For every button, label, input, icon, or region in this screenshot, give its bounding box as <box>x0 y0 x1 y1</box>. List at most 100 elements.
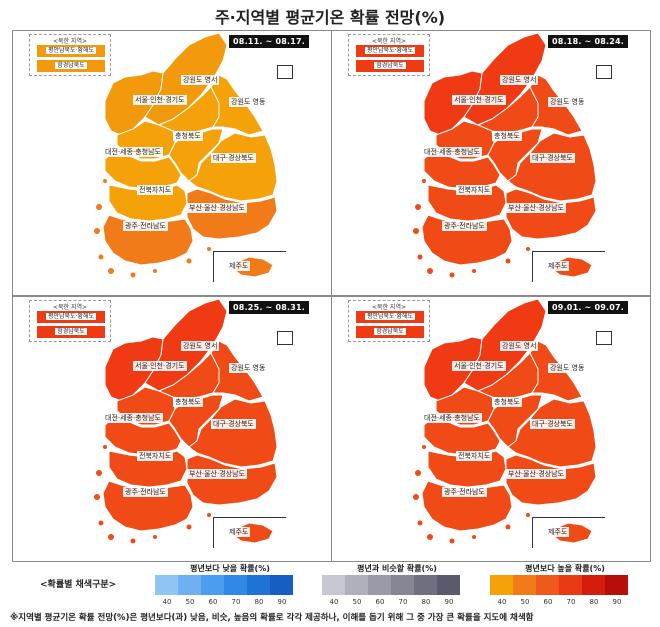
region-label-gangwon_yeongseo: 강원도 영서 <box>500 75 539 85</box>
region-label-gangwon_yeongdong: 강원도 영동 <box>229 97 268 107</box>
legend-swatch <box>155 575 178 595</box>
period-badge: 09.01. ~ 09.07. <box>548 301 628 314</box>
region-label-gwangju_jeonnam: 광주·전라남도 <box>442 487 487 497</box>
north-korea-item-label: 평안남북도·황해도 <box>364 47 416 54</box>
north-korea-item: 평안남북도·황해도 <box>355 44 425 58</box>
page-title: 주·지역별 평균기온 확률 전망(%) <box>214 8 446 27</box>
legend-group-title: 평년보다 낮을 확률(%) <box>190 564 270 573</box>
island-mark <box>415 470 421 476</box>
legend-swatch <box>391 575 414 595</box>
jeju-inset-frame <box>213 251 286 282</box>
island-mark <box>413 494 419 500</box>
region-label-chungbuk: 충청북도 <box>173 397 203 407</box>
island-mark <box>417 520 423 526</box>
island-mark <box>422 445 426 449</box>
legend-tick-label: 70 <box>566 598 576 606</box>
legend-tick-label: 60 <box>543 598 553 606</box>
legend-tick-label: 40 <box>162 598 172 606</box>
region-busan_ulsan_gyeongnam <box>505 454 597 506</box>
legend-swatch <box>322 575 345 595</box>
island-mark <box>449 538 455 544</box>
north-korea-item: 함경남북도 <box>355 59 425 73</box>
region-label-daegu_gyeongbuk: 대구·경상북도 <box>211 153 256 163</box>
island-mark <box>505 258 511 264</box>
region-label-jeonbuk: 전북자치도 <box>456 451 493 461</box>
ulleungdo-inset <box>277 65 293 79</box>
legend-swatch <box>536 575 559 595</box>
legend-swatch <box>368 575 391 595</box>
ulleungdo-inset <box>596 331 612 345</box>
region-label-gangwon_yeongseo: 강원도 영서 <box>500 341 539 351</box>
legend-swatch <box>224 575 247 595</box>
island-mark <box>505 524 511 530</box>
legend-swatch <box>513 575 536 595</box>
korea-map <box>94 298 278 544</box>
forecast-map-panel: <북한 지역> 평안남북도·황해도 함경남북도 08.11. ~ 08.17. 강원도 … <box>12 30 332 296</box>
region-label-gangwon_yeongseo: 강원도 영서 <box>181 341 220 351</box>
legend-swatch <box>201 575 224 595</box>
region-label-jeju: 제주도 <box>227 261 251 271</box>
region-daejeon_sejong_chungnam <box>423 414 501 456</box>
island-mark <box>413 228 419 234</box>
region-label-busan_ulsan_gyeongnam: 부산·울산·경상남도 <box>506 203 566 213</box>
island-mark <box>130 272 136 278</box>
island-mark <box>94 228 100 234</box>
region-label-jeonbuk: 전북자치도 <box>137 451 174 461</box>
legend-tick-label: 40 <box>329 598 339 606</box>
north-korea-item-label: 함경남북도 <box>374 62 406 69</box>
region-label-gangwon_yeongdong: 강원도 영동 <box>548 363 587 373</box>
region-label-chungbuk: 충청북도 <box>492 131 522 141</box>
region-label-busan_ulsan_gyeongnam: 부산·울산·경상남도 <box>187 203 247 213</box>
forecast-map-panel: <북한 지역> 평안남북도·황해도 함경남북도 08.25. ~ 08.31. 강원도 … <box>12 296 332 562</box>
region-label-seoul_incheon_gyeonggi: 서울·인천·경기도 <box>452 95 506 105</box>
legend-tick-label: 70 <box>231 598 241 606</box>
region-daejeon_sejong_chungnam <box>104 148 182 190</box>
island-mark <box>96 204 102 210</box>
island-mark <box>526 513 530 517</box>
legend-swatch <box>559 575 582 595</box>
north-korea-item-label: 함경남북도 <box>374 328 406 335</box>
north-korea-box-title: <북한 지역> <box>371 38 407 45</box>
island-mark <box>427 268 433 274</box>
island-mark <box>472 269 476 273</box>
legend-swatch <box>605 575 628 595</box>
legend-tick-label: 80 <box>589 598 599 606</box>
legend-swatch <box>178 575 201 595</box>
island-mark <box>94 494 100 500</box>
region-label-jeju: 제주도 <box>227 527 251 537</box>
island-mark <box>186 258 192 264</box>
region-label-gwangju_jeonnam: 광주·전라남도 <box>442 221 487 231</box>
region-label-daegu_gyeongbuk: 대구·경상북도 <box>211 419 256 429</box>
island-mark <box>207 513 211 517</box>
legend-tick-label: 90 <box>444 598 454 606</box>
north-korea-item-label: 평안남북도·황해도 <box>45 313 97 320</box>
island-mark <box>153 535 157 539</box>
island-mark <box>427 534 433 540</box>
island-mark <box>130 538 136 544</box>
legend-tick-label: 80 <box>421 598 431 606</box>
jeju-inset-frame <box>532 251 605 282</box>
legend-swatch <box>414 575 437 595</box>
region-label-chungbuk: 충청북도 <box>492 397 522 407</box>
north-korea-item: 함경남북도 <box>36 325 106 339</box>
legend-color-scale <box>155 575 293 595</box>
region-label-seoul_incheon_gyeonggi: 서울·인천·경기도 <box>133 361 187 371</box>
island-mark <box>417 254 423 260</box>
legend-swatch <box>582 575 605 595</box>
region-daegu_gyeongbuk <box>507 132 597 202</box>
region-label-gwangju_jeonnam: 광주·전라남도 <box>123 221 168 231</box>
period-badge: 08.18. ~ 08.24. <box>548 35 628 48</box>
north-korea-box: <북한 지역> 평안남북도·황해도 함경남북도 <box>348 300 430 342</box>
region-daegu_gyeongbuk <box>188 132 278 202</box>
island-mark <box>415 204 421 210</box>
ulleungdo-inset <box>596 65 612 79</box>
region-label-gangwon_yeongseo: 강원도 영서 <box>181 75 220 85</box>
jeju-inset-frame <box>213 517 286 548</box>
island-mark <box>103 179 107 183</box>
north-korea-item-label: 평안남북도·황해도 <box>45 47 97 54</box>
legend-tick-label: 40 <box>497 598 507 606</box>
legend-tick-label: 90 <box>612 598 622 606</box>
legend-tick-label: 60 <box>208 598 218 606</box>
footnote: ※지역별 평균기온 확률 전망(%)은 평년보다(과) 낮음, 비슷, 높음의 … <box>10 613 534 623</box>
north-korea-box: <북한 지역> 평안남북도·황해도 함경남북도 <box>29 34 111 76</box>
